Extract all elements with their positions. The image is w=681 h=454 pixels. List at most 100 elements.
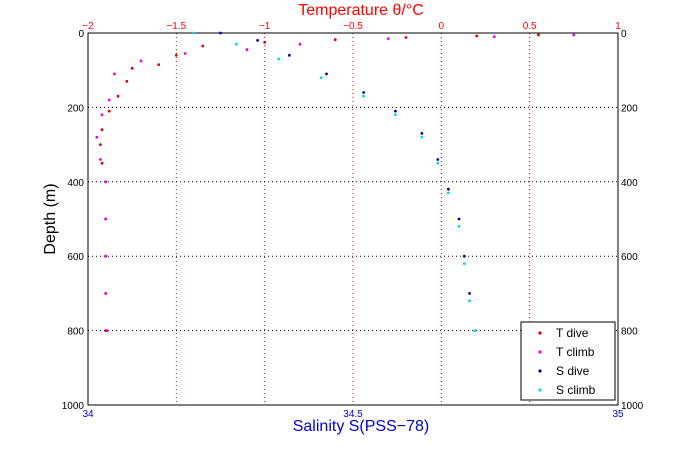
data-point <box>174 53 178 57</box>
y-tick-label-left: 0 <box>78 29 84 40</box>
legend-marker <box>538 388 542 392</box>
data-point <box>447 191 450 195</box>
data-point <box>420 132 424 135</box>
data-point <box>475 34 479 38</box>
data-point <box>157 63 161 66</box>
bottom-tick-label: 34 <box>82 409 94 420</box>
data-point <box>113 72 116 76</box>
data-point <box>107 109 111 113</box>
top-tick-label: 1 <box>615 21 621 32</box>
data-point <box>104 217 108 221</box>
plot-frame <box>87 32 619 406</box>
data-point <box>104 292 108 295</box>
series-s-dive <box>219 31 477 332</box>
data-point <box>404 36 408 39</box>
data-point <box>468 292 471 295</box>
y-tick-label-right: 800 <box>621 327 638 338</box>
data-point <box>235 42 238 46</box>
legend-label: T climb <box>556 345 595 359</box>
series-layer <box>95 31 576 332</box>
data-point <box>436 158 440 161</box>
legend-box <box>520 321 616 401</box>
y-tick-label-left: 200 <box>67 103 84 114</box>
data-point <box>473 329 477 332</box>
data-point <box>462 254 466 258</box>
data-point <box>394 109 397 113</box>
data-point <box>362 91 365 94</box>
data-point <box>362 94 365 98</box>
top-tick-label: 0.5 <box>523 21 537 32</box>
legend-label: S dive <box>556 364 590 378</box>
top-tick-label: −2 <box>82 21 94 32</box>
data-point <box>386 37 390 40</box>
data-point <box>99 143 102 147</box>
data-point <box>116 94 120 98</box>
data-point <box>492 35 496 39</box>
data-point <box>95 135 99 139</box>
data-point <box>319 76 323 79</box>
top-tick-label: −0.5 <box>343 21 363 32</box>
series-t-dive <box>99 33 540 332</box>
y-tick-label-right: 0 <box>621 29 627 40</box>
top-axis-label: Temperature θ/°C <box>298 2 424 19</box>
data-point <box>106 329 109 332</box>
data-point <box>100 161 104 165</box>
bottom-axis-label: Salinity S(PSS−78) <box>293 418 430 435</box>
y-tick-label-left: 1000 <box>62 401 85 412</box>
data-point <box>130 66 134 70</box>
series-t-climb <box>95 33 576 332</box>
legend-label: T dive <box>556 326 589 340</box>
data-point <box>288 53 291 57</box>
data-point <box>219 31 222 35</box>
data-point <box>139 59 143 63</box>
grid-lines <box>88 33 618 405</box>
y-tick-label-right: 400 <box>621 178 638 189</box>
top-tick-label: −1 <box>259 21 271 32</box>
bottom-tick-label: 34.5 <box>343 409 363 420</box>
data-point <box>104 180 108 184</box>
data-point <box>572 33 576 37</box>
data-point <box>125 80 129 83</box>
data-point <box>420 135 424 139</box>
series-s-climb <box>192 31 477 332</box>
legend-marker <box>538 350 542 354</box>
legend-marker <box>538 369 542 373</box>
y-tick-label-right: 1000 <box>621 401 644 412</box>
data-point <box>325 72 328 76</box>
top-tick-label: 0 <box>439 21 445 32</box>
data-point <box>457 225 461 228</box>
data-point <box>394 113 397 117</box>
data-point <box>436 161 440 165</box>
legend-label: S climb <box>556 383 596 397</box>
data-point <box>183 52 187 55</box>
data-point <box>192 31 196 35</box>
legend: T dive T climb S dive S climb <box>520 321 616 401</box>
y-tick-label-right: 200 <box>621 103 638 114</box>
y-tick-label-left: 800 <box>67 327 84 338</box>
bottom-tick-label: 35 <box>612 409 624 420</box>
data-point <box>201 44 205 48</box>
data-point <box>99 158 102 161</box>
data-point <box>447 187 450 191</box>
data-point <box>100 113 104 117</box>
data-point <box>100 128 104 132</box>
y-tick-label-right: 600 <box>621 252 638 263</box>
data-point <box>462 262 466 265</box>
data-point <box>457 217 461 221</box>
data-point <box>333 38 337 42</box>
data-point <box>468 299 471 303</box>
data-point <box>277 57 281 61</box>
data-point <box>263 40 267 44</box>
y-tick-label-left: 400 <box>67 178 84 189</box>
y-tick-label-left: 600 <box>67 252 84 263</box>
data-point <box>256 39 259 42</box>
data-point <box>245 48 249 52</box>
top-tick-label: −1.5 <box>166 21 186 32</box>
data-point <box>298 42 302 46</box>
data-point <box>107 98 111 102</box>
data-point <box>537 33 540 37</box>
y-axis-label: Depth (m) <box>42 183 59 254</box>
data-point <box>104 254 108 258</box>
